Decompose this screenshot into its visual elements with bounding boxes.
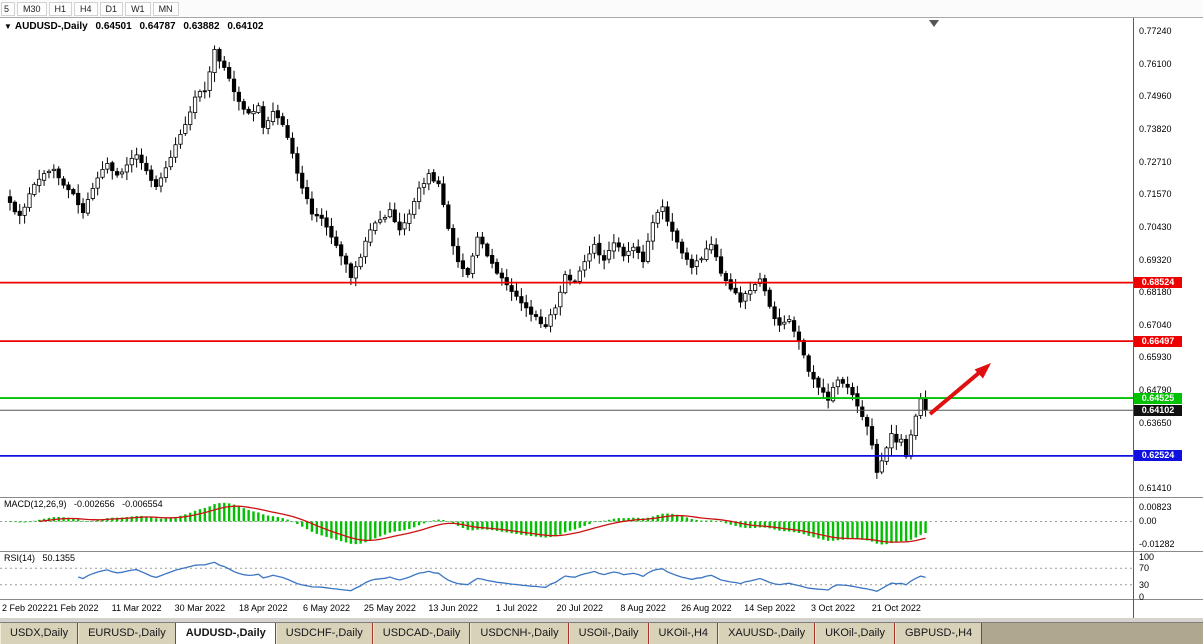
rsi-label: RSI(14): [4, 553, 36, 563]
price-tag: 0.64102: [1134, 404, 1182, 416]
price-axis-label: 0.69320: [1139, 254, 1172, 265]
tab-xauusd-daily[interactable]: XAUUSD-,Daily: [718, 623, 816, 644]
price-tag: 0.66497: [1134, 335, 1182, 347]
tab-ukoil-h4[interactable]: UKOil-,H4: [648, 623, 719, 644]
pane-separator-macd[interactable]: [0, 497, 1203, 498]
price-tag: 0.68524: [1134, 277, 1182, 289]
tab-gbpusd-h4[interactable]: GBPUSD-,H4: [894, 623, 983, 644]
chart-window-tabbar: USDX,Daily EURUSD-,Daily AUDUSD-,Daily USDC…: [0, 622, 1203, 644]
price-axis-label: 0.72710: [1139, 156, 1172, 167]
ohlc-open: 0.64501: [95, 21, 132, 32]
tab-usoil-daily[interactable]: USOil-,Daily: [568, 623, 649, 644]
macd-main-value: -0.002656: [74, 499, 115, 509]
price-axis-label: 0.63650: [1139, 417, 1172, 428]
time-axis-label: 21 Feb 2022: [48, 603, 99, 613]
time-axis-label: 25 May 2022: [363, 603, 416, 613]
candles: [7, 45, 928, 479]
time-axis-label: 6 May 2022: [303, 603, 351, 613]
time-axis-label: 1 Jul 2022: [495, 603, 538, 613]
timeframe-h1[interactable]: H1: [48, 1, 73, 16]
timeframe-d1[interactable]: D1: [99, 1, 124, 16]
price-axis-label: 0.67040: [1139, 319, 1172, 330]
tab-audusd-daily[interactable]: AUDUSD-,Daily: [175, 623, 276, 644]
price-axis-label: 0.64790: [1139, 385, 1172, 396]
price-axis-label: 0.73820: [1139, 123, 1172, 134]
price-axis-label: 0.70430: [1139, 221, 1172, 232]
macd-indicator-header: MACD(12,26,9) -0.002656 -0.006554: [4, 499, 163, 509]
rsi-value: 50.1355: [42, 553, 76, 563]
time-axis[interactable]: 2 Feb 2022 21 Feb 2022 11 Mar 2022 30 Mar 2…: [0, 600, 1133, 618]
pane-separator-dates: [0, 599, 1203, 600]
time-axis-label: 18 Apr 2022: [238, 603, 288, 613]
time-axis-label: 11 Mar 2022: [111, 603, 162, 613]
tab-usdcad-daily[interactable]: USDCAD-,Daily: [372, 623, 471, 644]
time-axis-label: 3 Oct 2022: [811, 603, 856, 613]
macd-histogram: [8, 502, 927, 545]
price-tag: 0.62524: [1134, 450, 1182, 462]
time-axis-label: 8 Aug 2022: [620, 603, 666, 613]
macd-axis-label: 0.00823: [1139, 502, 1172, 512]
ohlc-high: 0.64787: [139, 21, 176, 32]
time-axis-label: 13 Jun 2022: [428, 603, 478, 613]
price-axis-label: 0.68180: [1139, 287, 1172, 298]
rsi-line: [77, 561, 926, 592]
rsi-indicator-header: RSI(14) 50.1355: [4, 553, 75, 563]
macd-axis-label: 0.00: [1139, 516, 1157, 527]
tab-usdcnh-daily[interactable]: USDCNH-,Daily: [470, 623, 569, 644]
rsi-axis-label: 0: [1139, 592, 1145, 602]
price-axis-label: 0.61410: [1139, 483, 1172, 493]
macd-label: MACD(12,26,9): [4, 499, 67, 509]
time-axis-label: 30 Mar 2022: [174, 603, 226, 613]
pane-separator-rsi[interactable]: [0, 551, 1203, 552]
price-axis-label: 0.76100: [1139, 58, 1172, 69]
price-tag: 0.64525: [1134, 392, 1182, 404]
time-axis-label: 14 Sep 2022: [744, 603, 796, 613]
chart-shift-marker-icon[interactable]: [929, 20, 939, 27]
time-axis-label: 2 Feb 2022: [2, 603, 48, 613]
timeframe-toolbar: 5 M30 H1 H4 D1 W1 MN: [0, 0, 1203, 18]
price-axis-label: 0.65930: [1139, 352, 1172, 363]
trend-arrow[interactable]: [928, 370, 982, 416]
macd-axis-label: -0.01282: [1139, 539, 1175, 549]
price-axis-label: 0.74960: [1139, 91, 1172, 102]
rsi-axis-label: 70: [1139, 563, 1150, 574]
price-axis[interactable]: 0.77240 0.76100 0.74960 0.73820 0.72710 0.715…: [1134, 18, 1203, 618]
price-chart-canvas[interactable]: [0, 0, 1203, 622]
macd-signal-line: [39, 505, 926, 543]
ohlc-close: 0.64102: [227, 21, 264, 32]
axis-separator: [1133, 18, 1134, 619]
tab-eurusd-daily[interactable]: EURUSD-,Daily: [78, 623, 176, 644]
timeframe-h4[interactable]: H4: [74, 1, 98, 16]
tab-ukoil-daily[interactable]: UKOil-,Daily: [815, 623, 895, 644]
time-axis-label: 21 Oct 2022: [871, 603, 921, 613]
timeframe-m30[interactable]: M30: [17, 1, 47, 16]
rsi-axis-label: 100: [1139, 552, 1155, 562]
trend-arrow-head[interactable]: [974, 363, 992, 379]
symbol-label: AUDUSD-,Daily: [14, 21, 88, 32]
tab-usdx-daily[interactable]: USDX,Daily: [0, 623, 79, 644]
timeframe-partial[interactable]: 5: [1, 1, 15, 16]
time-axis-label: 20 Jul 2022: [556, 603, 604, 613]
price-axis-label: 0.71570: [1139, 189, 1172, 200]
rsi-axis-label: 30: [1139, 579, 1150, 590]
ohlc-low: 0.63882: [183, 21, 220, 32]
macd-signal-value: -0.006554: [122, 499, 163, 509]
timeframe-mn[interactable]: MN: [152, 1, 179, 16]
price-axis-label: 0.77240: [1139, 26, 1172, 36]
chart-title: ▼ AUDUSD-,Daily 0.64501 0.64787 0.63882 0…: [4, 21, 263, 32]
time-axis-label: 26 Aug 2022: [681, 603, 732, 613]
chevron-down-icon[interactable]: ▼: [4, 22, 12, 31]
scroll-strip: [0, 618, 1203, 622]
tab-usdchf-daily[interactable]: USDCHF-,Daily: [275, 623, 373, 644]
timeframe-w1[interactable]: W1: [125, 1, 151, 16]
